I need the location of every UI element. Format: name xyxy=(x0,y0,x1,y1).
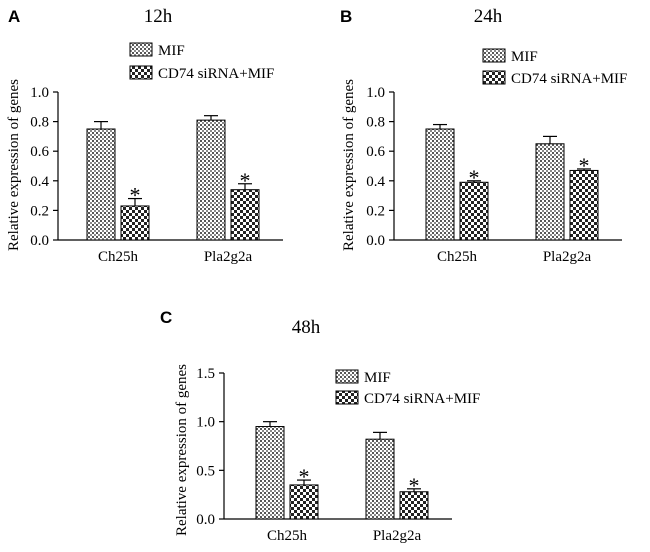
legend: MIF CD74 siRNA+MIF xyxy=(335,369,480,407)
panel-b: B 24h Relative expression of genes MIF C… xyxy=(340,6,627,265)
y-tick-label: 0.0 xyxy=(196,512,215,528)
y-tick-label: 0.2 xyxy=(30,203,49,219)
significance-star: * xyxy=(240,168,251,193)
significance-star: * xyxy=(409,473,420,498)
bar-mif-pla2g2a xyxy=(196,119,226,241)
x-tick-label: Pla2g2a xyxy=(543,249,592,265)
legend-label-mif: MIF xyxy=(364,370,391,386)
y-tick-label: 1.0 xyxy=(30,85,49,101)
legend-label-cd74: CD74 siRNA+MIF xyxy=(511,71,627,87)
y-tick-label: 0.6 xyxy=(366,144,385,160)
y-tick-label: 1.0 xyxy=(196,415,215,431)
y-tick-label: 1.0 xyxy=(366,85,385,101)
panel-letter: B xyxy=(340,7,352,26)
bar-cd74-sirna-mif-ch25h xyxy=(459,181,489,241)
legend-swatch-cd74 xyxy=(335,390,359,405)
y-tick-label: 0.4 xyxy=(30,174,49,190)
significance-star: * xyxy=(469,165,480,190)
legend: MIF CD74 siRNA+MIF xyxy=(482,48,627,87)
legend-swatch-mif xyxy=(129,42,153,57)
bar-cd74-sirna-mif-ch25h xyxy=(289,484,319,520)
chart-title: 12h xyxy=(144,6,173,27)
x-tick-label: Ch25h xyxy=(437,249,478,265)
plot-area: 0.0 0.2 0.4 0.6 0.8 1.0 Ch25h * Pla2g2a * xyxy=(30,85,283,265)
bar-cd74-sirna-mif-pla2g2a xyxy=(569,169,599,241)
x-tick-label: Pla2g2a xyxy=(204,249,253,265)
y-tick-label: 1.5 xyxy=(196,366,215,382)
y-tick-label: 0.0 xyxy=(30,233,49,249)
chart-title: 24h xyxy=(474,6,503,27)
y-tick-label: 0.5 xyxy=(196,463,215,479)
bar-cd74-sirna-mif-pla2g2a xyxy=(230,189,260,241)
legend-label-cd74: CD74 siRNA+MIF xyxy=(158,66,274,82)
y-axis-label: Relative expression of genes xyxy=(341,79,357,251)
legend-swatch-mif xyxy=(482,48,506,63)
bar-mif-ch25h xyxy=(425,128,455,241)
panel-letter: A xyxy=(8,7,20,26)
panel-letter: C xyxy=(160,308,172,327)
y-tick-label: 0.6 xyxy=(30,144,49,160)
bar-cd74-sirna-mif-ch25h xyxy=(120,205,150,241)
bar-mif-ch25h xyxy=(86,128,116,241)
bar-mif-pla2g2a xyxy=(365,438,395,520)
y-tick-label: 0.8 xyxy=(366,115,385,131)
panel-a: A 12h Relative expression of genes MIF C… xyxy=(6,6,283,265)
legend-swatch-cd74 xyxy=(129,65,153,80)
x-tick-label: Ch25h xyxy=(267,528,308,544)
legend-label-mif: MIF xyxy=(158,43,185,59)
y-axis-label: Relative expression of genes xyxy=(174,364,190,536)
x-tick-label: Pla2g2a xyxy=(373,528,422,544)
legend: MIF CD74 siRNA+MIF xyxy=(129,42,274,82)
bar-mif-ch25h xyxy=(255,426,285,520)
plot-area: 0.0 0.5 1.0 1.5 Ch25h * Pla2g2a * xyxy=(196,366,452,544)
y-axis-label: Relative expression of genes xyxy=(6,79,22,251)
legend-label-cd74: CD74 siRNA+MIF xyxy=(364,391,480,407)
significance-star: * xyxy=(579,153,590,178)
y-tick-label: 0.4 xyxy=(366,174,385,190)
legend-swatch-cd74 xyxy=(482,70,506,85)
legend-label-mif: MIF xyxy=(511,49,538,65)
y-tick-label: 0.8 xyxy=(30,115,49,131)
legend-swatch-mif xyxy=(335,369,359,384)
plot-area: 0.0 0.2 0.4 0.6 0.8 1.0 Ch25h * Pla2g2a * xyxy=(366,85,622,265)
chart-title: 48h xyxy=(292,317,321,338)
y-tick-label: 0.0 xyxy=(366,233,385,249)
significance-star: * xyxy=(130,183,141,208)
x-tick-label: Ch25h xyxy=(98,249,139,265)
y-tick-label: 0.2 xyxy=(366,203,385,219)
bar-mif-pla2g2a xyxy=(535,143,565,241)
significance-star: * xyxy=(299,464,310,489)
panel-c: C 48h Relative expression of genes MIF C… xyxy=(160,308,480,544)
